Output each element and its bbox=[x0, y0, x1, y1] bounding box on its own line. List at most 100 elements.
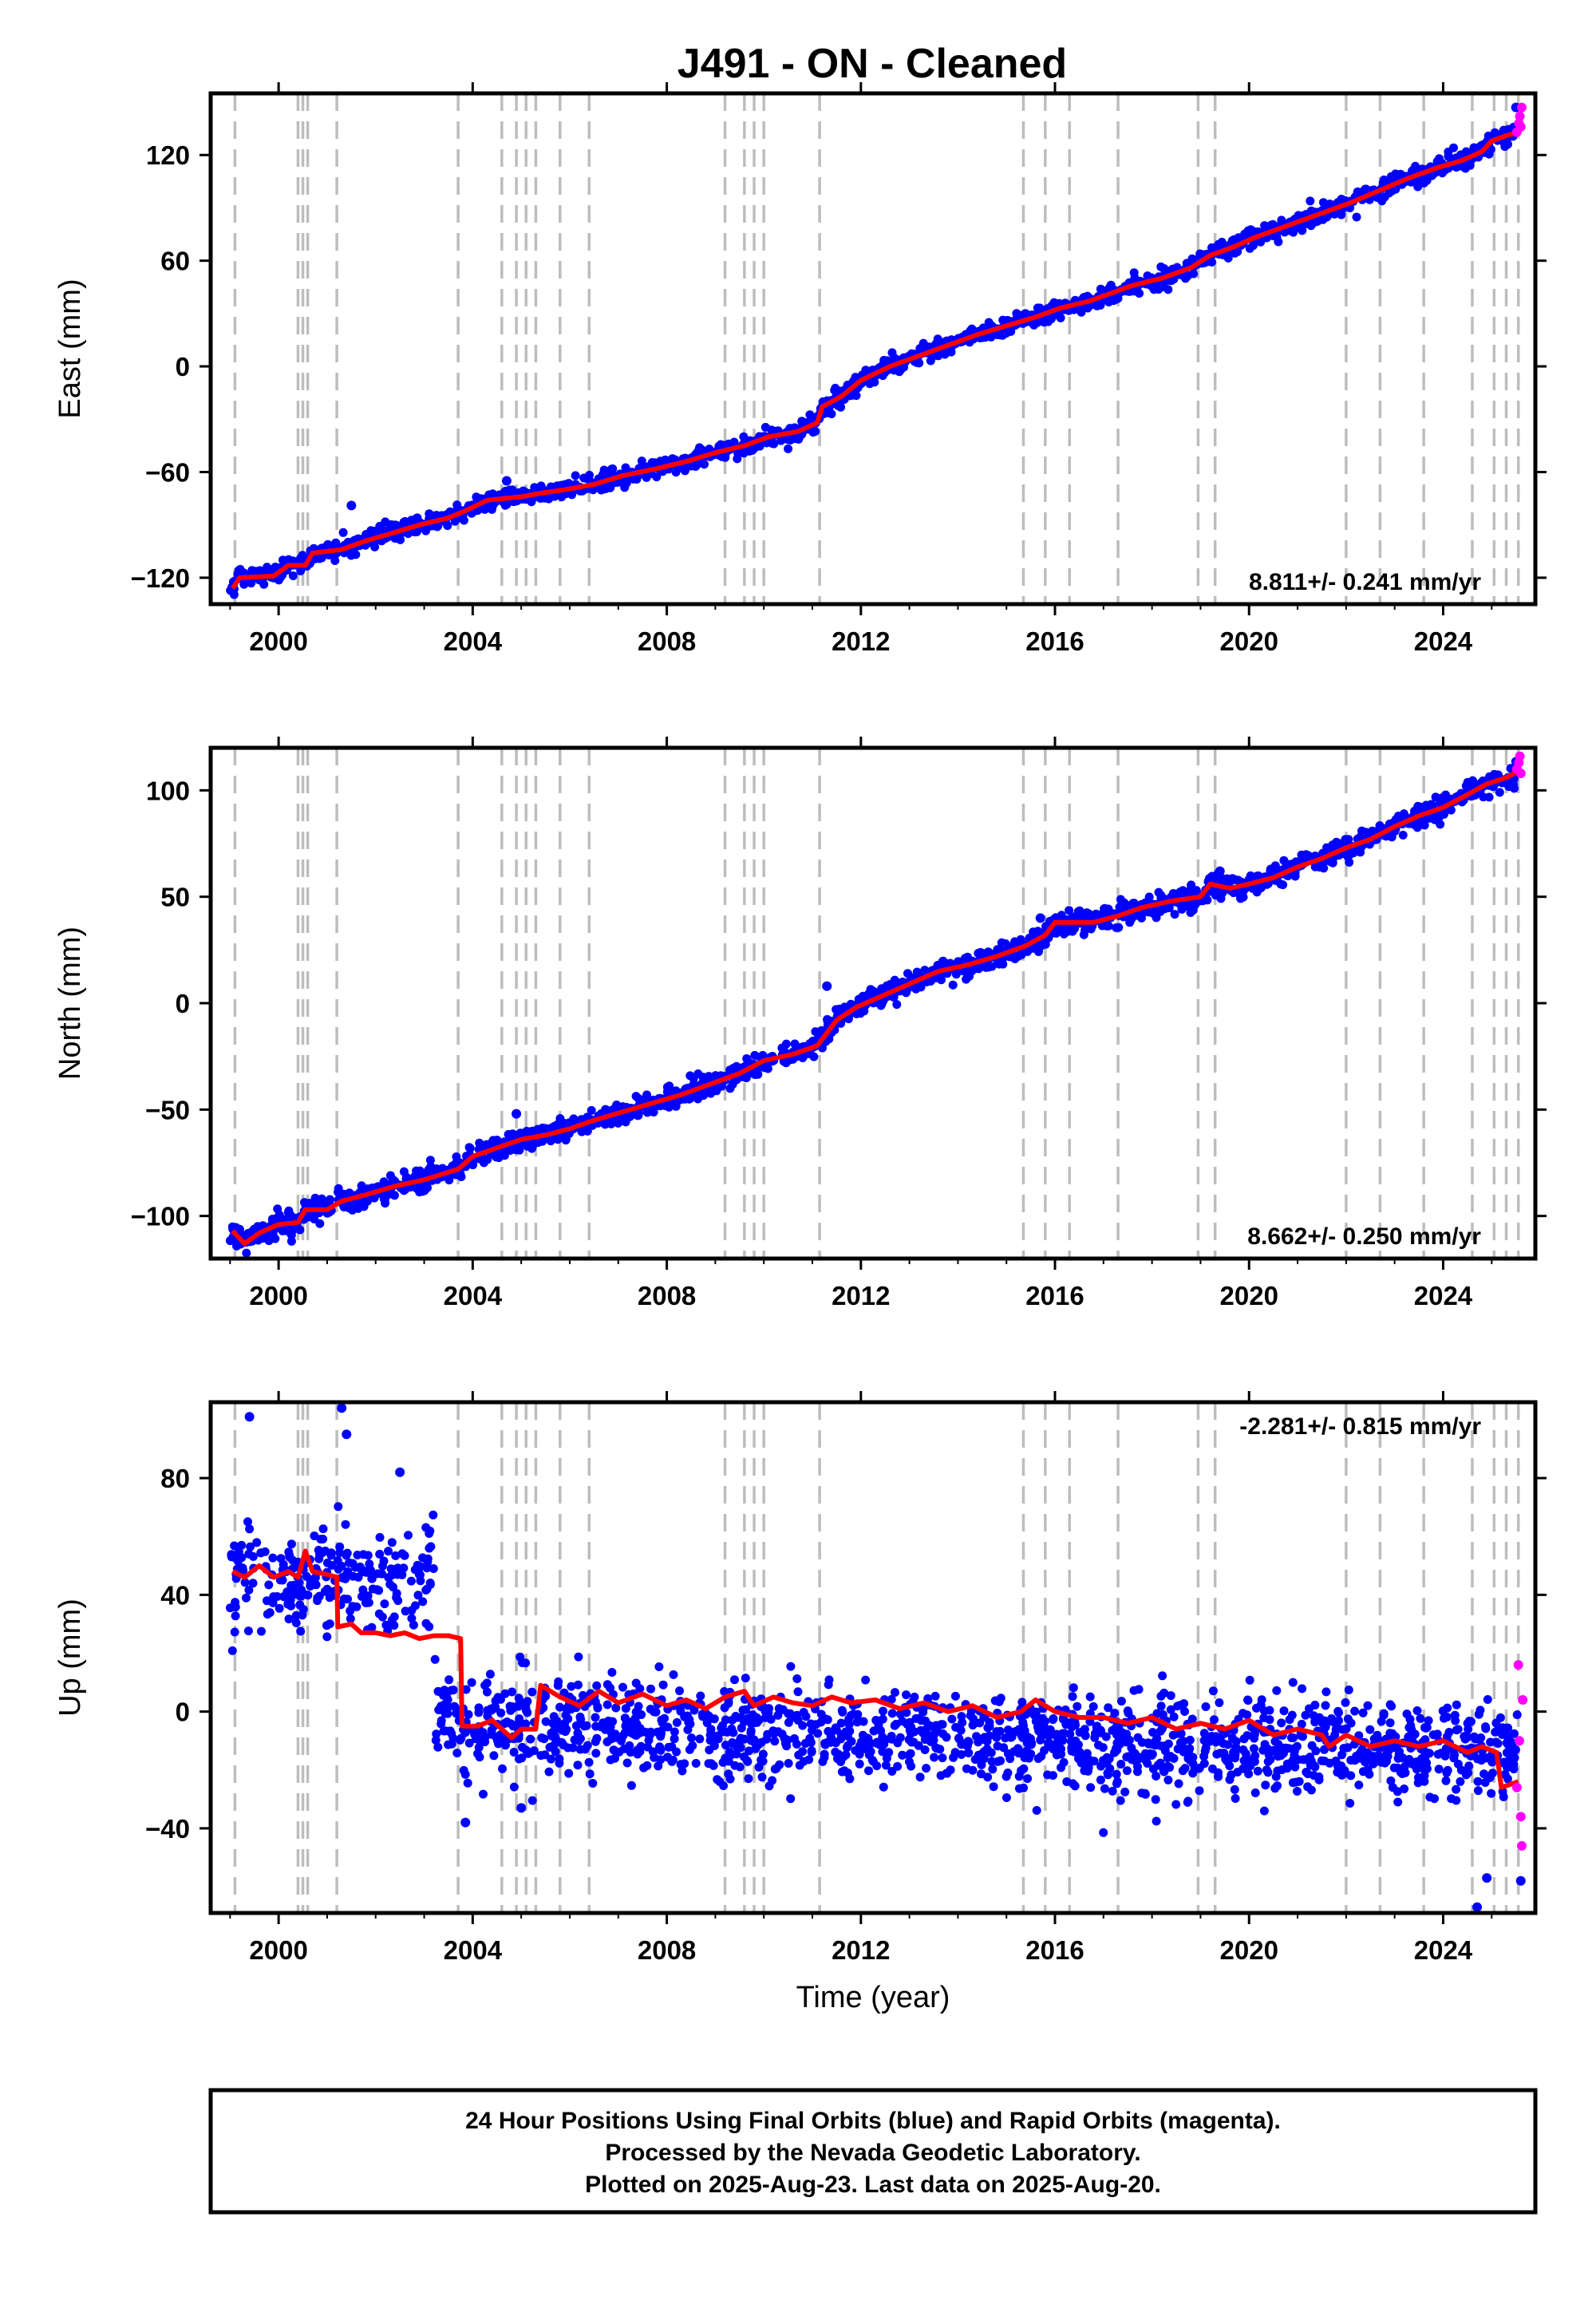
final-orbit-point bbox=[1249, 1744, 1258, 1753]
north-plot-area bbox=[225, 748, 1526, 1259]
final-orbit-point bbox=[1345, 1799, 1355, 1808]
final-orbit-point bbox=[1096, 1761, 1106, 1771]
final-orbit-point bbox=[407, 1614, 417, 1623]
final-orbit-point bbox=[381, 1199, 390, 1208]
final-orbit-point bbox=[334, 1502, 343, 1512]
north-rate-label: 8.662+/- 0.250 mm/yr bbox=[1247, 1223, 1481, 1250]
final-orbit-point bbox=[742, 1756, 752, 1765]
final-orbit-point bbox=[1156, 1701, 1166, 1711]
final-orbit-point bbox=[1241, 1757, 1250, 1766]
final-orbit-point bbox=[1152, 1772, 1161, 1780]
final-orbit-point bbox=[346, 500, 357, 511]
x-tick-label: 2004 bbox=[444, 1281, 503, 1310]
final-orbit-point bbox=[764, 1781, 774, 1791]
final-orbit-point bbox=[583, 1126, 592, 1136]
final-orbit-point bbox=[1329, 209, 1339, 219]
final-orbit-point bbox=[1186, 908, 1195, 917]
final-orbit-point bbox=[654, 1662, 664, 1671]
final-orbit-point bbox=[1476, 1733, 1486, 1742]
final-orbit-point bbox=[1453, 1725, 1463, 1734]
final-orbit-point bbox=[509, 1782, 519, 1792]
final-orbit-point bbox=[881, 1761, 891, 1770]
final-orbit-point bbox=[984, 318, 994, 327]
final-orbit-point bbox=[464, 1738, 474, 1748]
final-orbit-point bbox=[1236, 894, 1246, 903]
final-orbit-point bbox=[1187, 880, 1196, 890]
final-orbit-point bbox=[325, 1593, 334, 1603]
north-y-axis-label: North (mm) bbox=[53, 927, 87, 1080]
final-orbit-point bbox=[1108, 1786, 1117, 1796]
final-orbit-point bbox=[1294, 1777, 1304, 1786]
final-orbit-point bbox=[986, 332, 996, 342]
final-orbit-point bbox=[606, 1683, 615, 1693]
final-orbit-point bbox=[795, 1761, 804, 1770]
final-orbit-point bbox=[1180, 1707, 1189, 1716]
final-orbit-point bbox=[1352, 212, 1361, 222]
final-orbit-point bbox=[831, 383, 840, 393]
final-orbit-point bbox=[696, 1691, 705, 1701]
y-tick-label: −50 bbox=[145, 1095, 190, 1124]
final-orbit-point bbox=[264, 1236, 274, 1246]
final-orbit-point bbox=[1405, 1714, 1415, 1724]
final-orbit-point bbox=[1424, 1716, 1433, 1725]
final-orbit-point bbox=[1133, 1762, 1142, 1772]
final-orbit-point bbox=[338, 528, 348, 537]
final-orbit-point bbox=[1180, 272, 1190, 282]
final-orbit-point bbox=[867, 986, 877, 995]
final-orbit-point bbox=[337, 1561, 346, 1571]
final-orbit-point bbox=[432, 1729, 441, 1739]
final-orbit-point bbox=[1073, 1701, 1082, 1711]
y-tick-label: 120 bbox=[146, 140, 190, 170]
final-orbit-point bbox=[836, 402, 845, 412]
final-orbit-point bbox=[1096, 1775, 1105, 1784]
final-orbit-point bbox=[305, 1199, 314, 1208]
final-orbit-point bbox=[527, 1687, 537, 1697]
final-orbit-point bbox=[670, 1727, 679, 1737]
final-orbit-point bbox=[591, 1721, 601, 1731]
final-orbit-point bbox=[593, 1703, 602, 1713]
final-orbit-point bbox=[839, 1002, 849, 1012]
final-orbit-point bbox=[773, 1710, 783, 1720]
final-orbit-point bbox=[1122, 1766, 1132, 1776]
final-orbit-point bbox=[1456, 1777, 1465, 1786]
y-tick-label: −60 bbox=[145, 457, 190, 487]
final-orbit-point bbox=[422, 1168, 432, 1177]
final-orbit-point bbox=[1393, 1753, 1403, 1763]
final-orbit-point bbox=[516, 1652, 525, 1662]
final-orbit-point bbox=[1231, 1737, 1241, 1746]
x-tick-label: 2012 bbox=[832, 1281, 890, 1310]
final-orbit-point bbox=[452, 1152, 461, 1161]
final-orbit-point bbox=[498, 1764, 507, 1773]
final-orbit-point bbox=[281, 1592, 290, 1602]
final-orbit-point bbox=[235, 1224, 244, 1234]
final-orbit-point bbox=[288, 571, 298, 580]
final-orbit-point bbox=[1175, 887, 1185, 897]
final-orbit-point bbox=[1272, 232, 1282, 242]
final-orbit-point bbox=[368, 1584, 377, 1594]
final-orbit-point bbox=[1321, 1701, 1330, 1710]
final-orbit-point bbox=[631, 1092, 641, 1101]
final-orbit-point bbox=[286, 1236, 296, 1246]
final-orbit-point bbox=[626, 1780, 636, 1790]
final-orbit-point bbox=[892, 1000, 902, 1010]
final-orbit-point bbox=[451, 1159, 460, 1168]
final-orbit-point bbox=[658, 1680, 668, 1690]
figure-title: J491 - ON - Cleaned bbox=[678, 41, 1067, 87]
final-orbit-point bbox=[1168, 1730, 1178, 1740]
final-orbit-point bbox=[646, 1684, 655, 1694]
final-orbit-point bbox=[956, 1725, 966, 1735]
final-orbit-point bbox=[622, 1758, 632, 1768]
final-orbit-point bbox=[375, 1549, 385, 1559]
final-orbit-point bbox=[582, 1721, 591, 1730]
final-orbit-point bbox=[1319, 864, 1329, 873]
x-tick-label: 2024 bbox=[1414, 1281, 1473, 1310]
final-orbit-point bbox=[1310, 862, 1320, 871]
final-orbit-point bbox=[409, 1620, 418, 1630]
final-orbit-point bbox=[855, 1759, 864, 1769]
final-orbit-point bbox=[326, 1551, 336, 1560]
final-orbit-point bbox=[1412, 1706, 1422, 1715]
final-orbit-point bbox=[1066, 1737, 1076, 1746]
final-orbit-point bbox=[1154, 285, 1163, 294]
final-orbit-point bbox=[809, 1052, 819, 1061]
